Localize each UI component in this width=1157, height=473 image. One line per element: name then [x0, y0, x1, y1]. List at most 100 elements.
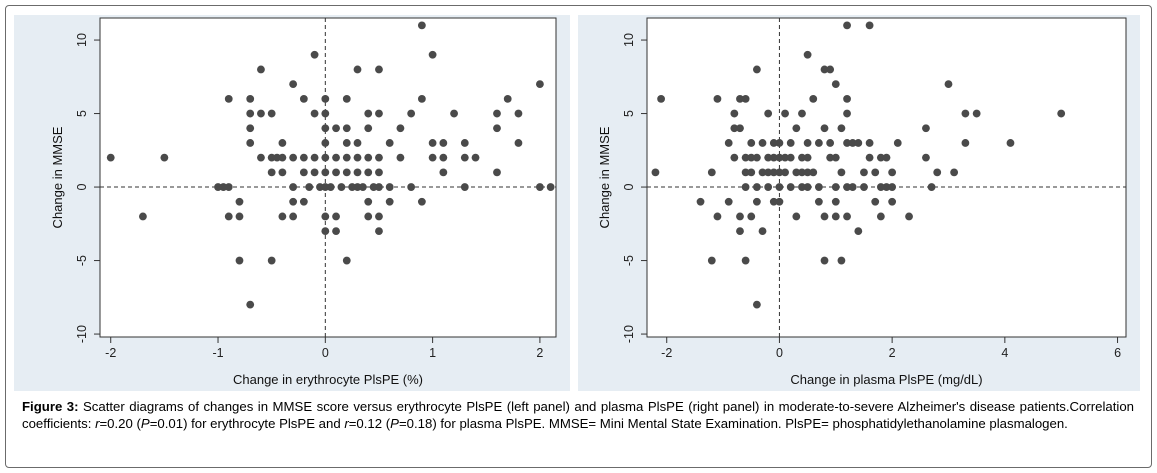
chart0-data-point: [358, 183, 367, 191]
chart1-data-point: [888, 197, 897, 206]
chart0-data-point: [407, 183, 416, 191]
chart0-data-point: [364, 212, 373, 221]
chart0-data-point: [321, 153, 330, 162]
caption-r-symbol-1: r: [95, 416, 100, 431]
chart1-data-point: [860, 183, 868, 191]
chart0-y-tick-label: 10: [75, 33, 89, 47]
chart0-data-point: [267, 256, 276, 265]
chart0-data-point: [375, 109, 383, 118]
caption-text-5: =0.18) for plasma PlsPE. MMSE= Mini Ment…: [398, 416, 1068, 431]
chart1-data-point: [730, 109, 739, 118]
chart1-data-point: [798, 153, 806, 162]
chart1-data-point: [781, 153, 789, 162]
chart1-data-point: [752, 153, 761, 162]
chart1-x-tick-label: -2: [661, 346, 672, 360]
figure-caption: Figure 3: Scatter diagrams of changes in…: [22, 398, 1134, 432]
chart0-data-point: [235, 212, 244, 221]
figure-label: Figure 3:: [22, 399, 79, 414]
chart0-data-point: [536, 80, 544, 89]
chart0-data-point: [375, 227, 383, 236]
chart1-data-point: [809, 168, 818, 177]
chart1-data-point: [876, 212, 885, 221]
chart0-data-point: [364, 168, 373, 177]
chart0-data-point: [337, 183, 346, 191]
chart1-data-point: [775, 153, 784, 162]
chart0-data-point: [342, 94, 351, 103]
chart0-data-point: [106, 153, 115, 162]
chart1-data-point: [882, 153, 891, 162]
chart0-data-point: [278, 168, 287, 177]
chart1-data-point: [707, 256, 716, 265]
chart1-data-point: [752, 300, 761, 309]
chart1-data-point: [814, 139, 823, 147]
chart0-data-point: [439, 153, 448, 162]
chart0-data-point: [219, 183, 228, 191]
chart1-data-point: [865, 21, 874, 30]
chart1-data-point: [820, 256, 829, 265]
chart1-data-point: [752, 183, 761, 191]
chart1-data-point: [950, 168, 959, 177]
chart0-data-point: [299, 197, 308, 206]
chart1-data-point: [820, 212, 829, 221]
chart0-y-axis-label: Change in MMSE: [50, 126, 65, 228]
chart0-data-point: [310, 50, 319, 59]
chart1-data-point: [826, 139, 835, 147]
chart0-x-tick-label: 1: [429, 346, 436, 360]
chart0-data-point: [267, 109, 276, 118]
chart0-data-point: [267, 153, 276, 162]
chart0-x-axis-label: Change in erythrocyte PlsPE (%): [233, 372, 423, 387]
chart1-data-point: [961, 139, 970, 147]
chart1-data-point: [769, 197, 778, 206]
chart0-data-point: [257, 65, 265, 74]
chart0-y-tick-label: 0: [75, 184, 89, 191]
caption-text-2: =0.20 (: [99, 416, 141, 431]
chart0-data-point: [273, 153, 281, 162]
chart1-data-point: [843, 21, 851, 30]
chart0-data-point: [375, 168, 383, 177]
chart0-data-point: [310, 153, 319, 162]
chart0-data-point: [224, 212, 233, 221]
chart1-data-point: [826, 65, 835, 74]
plasma-scatter-plot: -2 0 2 4 6 -10 -5 0 5 10 Change in plasma PlsPE (m…: [597, 17, 1127, 387]
chart1-data-point: [736, 212, 744, 221]
chart0-data-point: [417, 197, 426, 206]
chart0-data-point: [396, 153, 405, 162]
chart0-data-point: [428, 153, 437, 162]
chart1-data-point: [741, 153, 750, 162]
chart1-y-tick-label: -5: [622, 255, 636, 266]
chart0-data-point: [289, 80, 298, 89]
chart0-data-point: [321, 227, 330, 236]
chart0-data-point: [439, 139, 448, 147]
chart1-data-point: [786, 153, 795, 162]
chart0-data-point: [460, 139, 469, 147]
chart0-data-point: [514, 139, 523, 147]
chart0-data-point: [321, 183, 330, 191]
chart0-data-point: [375, 65, 383, 74]
chart0-data-point: [321, 139, 330, 147]
chart1-data-point: [786, 183, 795, 191]
chart1-data-point: [860, 168, 868, 177]
chart1-data-point: [809, 94, 818, 103]
chart1-data-point: [876, 153, 885, 162]
chart1-data-point: [854, 227, 863, 236]
chart1-data-point: [747, 168, 756, 177]
chart1-data-point: [741, 168, 750, 177]
chart0-data-point: [246, 300, 255, 309]
chart1-data-point: [854, 139, 863, 147]
chart1-data-point: [905, 212, 913, 221]
chart0-data-point: [353, 139, 362, 147]
chart1-data-point: [826, 153, 835, 162]
caption-p-symbol-2: P: [390, 416, 399, 431]
chart1-y-tick-label: 0: [622, 184, 636, 191]
chart1-data-point: [769, 168, 778, 177]
chart1-data-point: [820, 124, 829, 133]
chart0-data-point: [353, 153, 362, 162]
chart0-data-point: [493, 109, 501, 118]
chart1-data-point: [696, 197, 705, 206]
chart0-data-point: [342, 124, 351, 133]
chart0-data-point: [224, 183, 233, 191]
chart0-data-point: [246, 124, 255, 133]
chart0-data-point: [278, 212, 287, 221]
chart1-data-point: [758, 168, 767, 177]
chart1-y-tick-label: 10: [622, 33, 636, 47]
